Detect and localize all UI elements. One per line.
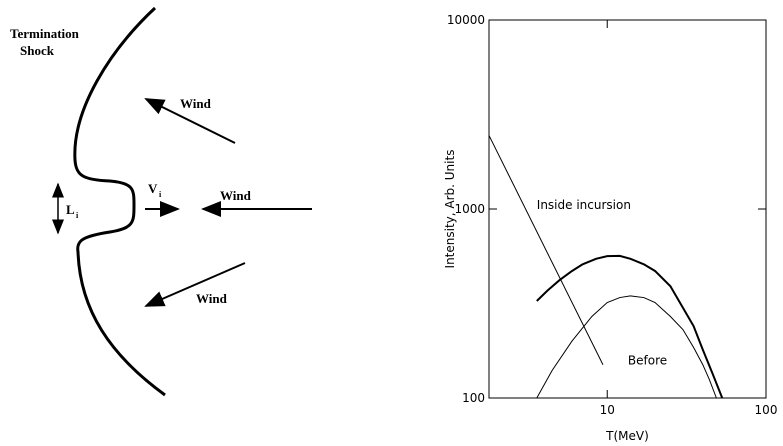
data-line (537, 256, 722, 398)
data-line (537, 296, 717, 398)
y-tick-label: 10000 (447, 13, 485, 27)
label: Wind (196, 291, 228, 306)
label: Termination (10, 26, 80, 41)
figure: Termination Shock Wind Wind Wind V i L i… (0, 0, 783, 446)
chart: 100 1000 10000 10 100 T(MeV) Intensity, Arb. U… (443, 13, 777, 443)
shock-front (75, 8, 165, 395)
label: L (66, 202, 75, 217)
x-axis-label: T(MeV) (605, 429, 649, 443)
x-tick-label: 10 (600, 403, 615, 417)
y-tick-label: 1000 (454, 202, 485, 216)
label: Wind (220, 188, 252, 203)
y-axis-label: Intensity, Arb. Units (443, 150, 457, 269)
label: V (148, 181, 158, 196)
label: Shock (20, 43, 55, 58)
diagram: Termination Shock Wind Wind Wind V i L i (10, 8, 312, 395)
x-tick-label: 100 (755, 403, 778, 417)
annotation: Inside incursion (537, 198, 631, 212)
label: i (76, 211, 79, 220)
data-line (489, 135, 603, 364)
y-tick-label: 100 (462, 391, 485, 405)
label: Wind (180, 96, 212, 111)
label: i (159, 190, 162, 199)
annotation: Before (628, 354, 667, 368)
